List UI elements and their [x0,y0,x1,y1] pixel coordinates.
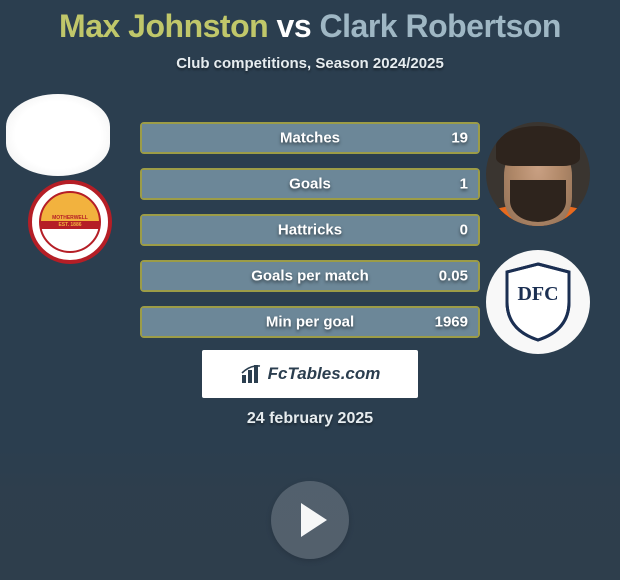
stat-label: Hattricks [278,222,342,239]
player1-club-crest: MOTHERWELL EST. 1886 [28,180,112,264]
play-icon [301,503,327,537]
stat-bars: Matches 19 Goals 1 Hattricks 0 Goals per match… [140,122,480,352]
stat-label: Matches [280,130,340,147]
stat-bar: Goals per match 0.05 [140,260,480,292]
subtitle: Club competitions, Season 2024/2025 [0,55,620,72]
stat-value-right: 0 [460,222,468,239]
bar-chart-icon [240,363,264,385]
play-button[interactable] [271,481,349,559]
avatar-hair [496,126,580,166]
stat-value-right: 1 [460,176,468,193]
stat-label: Min per goal [266,314,354,331]
player1-name: Max Johnston [59,8,268,44]
stat-bar: Matches 19 [140,122,480,154]
crest-letters: DFC [517,283,558,305]
crest-band: EST. 1886 [41,221,99,229]
player1-avatar [6,94,110,176]
player2-avatar [486,122,590,226]
shield-icon: DFC [503,262,573,342]
stat-value-right: 1969 [435,314,468,331]
crest-inner: MOTHERWELL EST. 1886 [39,191,101,253]
logo-text: FcTables.com [268,364,381,384]
player2-club-crest: DFC [486,250,590,354]
stat-value-right: 0.05 [439,268,468,285]
stat-bar: Hattricks 0 [140,214,480,246]
play-overlay [0,460,620,580]
stat-value-right: 19 [451,130,468,147]
vs-text: vs [277,8,312,44]
stat-bar: Goals 1 [140,168,480,200]
avatar-beard [510,180,566,222]
stat-label: Goals [289,176,331,193]
stat-label: Goals per match [251,268,369,285]
snapshot-date: 24 february 2025 [0,410,620,428]
comparison-title: Max Johnston vs Clark Robertson [0,0,620,45]
fctables-logo[interactable]: FcTables.com [202,350,418,398]
stat-bar: Min per goal 1969 [140,306,480,338]
player2-name: Clark Robertson [320,8,561,44]
